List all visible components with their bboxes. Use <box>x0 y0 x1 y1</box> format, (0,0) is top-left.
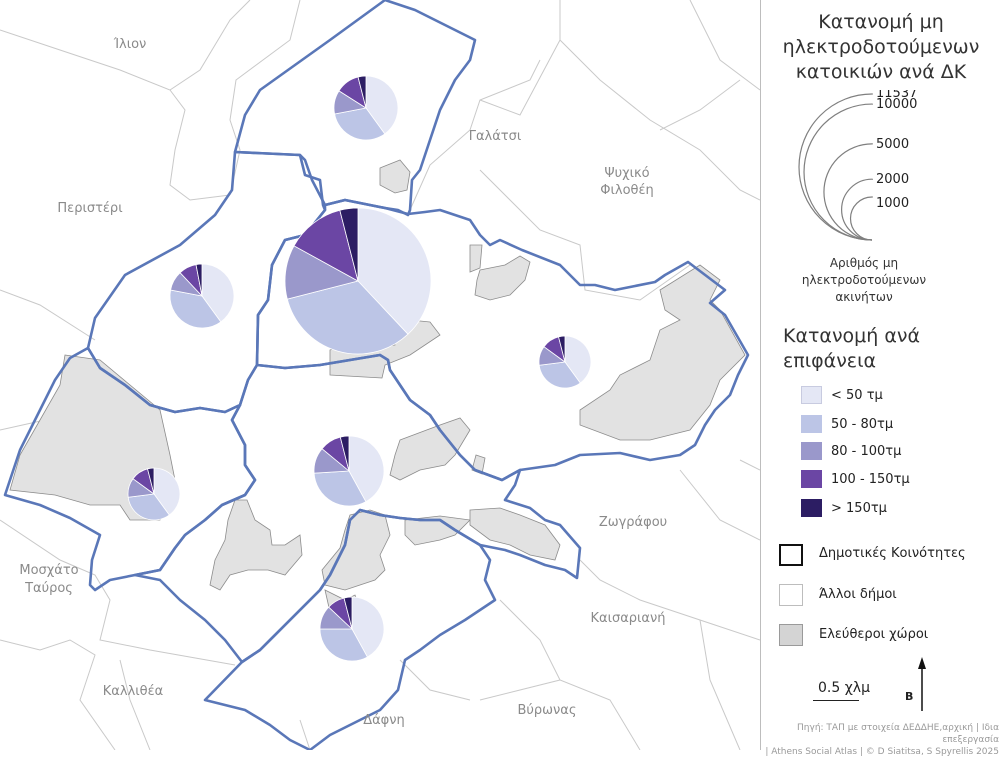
swatch-open-spaces <box>779 624 803 646</box>
area-title-line-2: επιφάνεια <box>783 350 877 372</box>
category-label-100-150: 100 - 150τμ <box>831 472 910 487</box>
pie-slice <box>538 361 581 389</box>
community-boundaries <box>3 0 750 750</box>
size-circle <box>841 178 873 241</box>
north-label: Β <box>905 690 914 703</box>
swatch-100-150 <box>801 470 822 488</box>
place-label: Γαλάτσι <box>469 129 522 144</box>
pie-east <box>538 335 592 389</box>
pie-slice <box>339 435 350 472</box>
size-circle <box>849 196 873 241</box>
size-circle <box>803 103 873 241</box>
pie-charts <box>127 75 592 662</box>
size-value-label: 2000 <box>876 172 909 187</box>
pie-slice <box>169 289 222 329</box>
source-line-2: | Athens Social Atlas | © D Siatitsa, S … <box>765 747 999 757</box>
pie-southwest <box>127 467 181 521</box>
pie-south <box>313 435 385 507</box>
pie-slice <box>147 467 155 495</box>
pie-north <box>333 75 399 141</box>
size-circle <box>823 143 873 241</box>
swatch-gt150 <box>801 499 822 517</box>
pie-slice <box>351 596 385 658</box>
size-caption-line-1: Αριθμός μη <box>829 256 899 270</box>
place-label: Περιστέρι <box>57 201 122 216</box>
pie-central <box>284 207 432 355</box>
place-label: Ίλιον <box>113 37 147 52</box>
size-circle <box>798 93 873 241</box>
place-label: Δάφνη <box>363 713 405 728</box>
place-labels: Ίλιον Γαλάτσι Ψυχικό Φιλοθέη Περιστέρι Ζωγράφ… <box>19 37 667 728</box>
place-label: Βύρωνας <box>517 703 576 718</box>
category-label-lt50: < 50 τμ <box>831 388 883 403</box>
map-canvas: Ίλιον Γαλάτσι Ψυχικό Φιλοθέη Περιστέρι Ζωγράφ… <box>0 0 760 750</box>
category-label-80-100: 80 - 100τμ <box>831 444 902 459</box>
pie-slice <box>365 75 399 135</box>
size-value-label: 11537 <box>876 90 917 101</box>
pie-slice <box>201 263 235 323</box>
pie-slice <box>293 209 359 282</box>
legend-title-line-3: κατοικιών ανά ΔΚ <box>795 61 967 83</box>
size-value-label: 10000 <box>876 97 917 112</box>
size-value-label: 5000 <box>876 137 909 152</box>
place-label: Ψυχικό <box>604 166 649 181</box>
pie-slice <box>319 628 368 662</box>
place-label: Καισαριανή <box>590 611 665 626</box>
pie-slice <box>127 493 170 521</box>
pie-dafni <box>319 596 385 662</box>
area-title-line-1: Κατανομή ανά <box>783 325 921 347</box>
pie-slice <box>334 107 386 141</box>
pie-slice <box>558 335 566 363</box>
boundary-label-open-spaces: Ελεύθεροι χώροι <box>819 627 929 642</box>
pie-slice <box>195 263 203 297</box>
north-arrow-icon <box>918 657 926 711</box>
swatch-50-80 <box>801 415 822 433</box>
scale-bar <box>813 700 859 701</box>
legend-title-line-2: ηλεκτροδοτούμενων <box>782 36 980 58</box>
legend-title-line-1: Κατανομή μη <box>818 11 944 33</box>
size-value-label: 1000 <box>876 196 909 211</box>
boundary-label-other-municipalities: Άλλοι δήμοι <box>819 587 897 602</box>
category-label-50-80: 50 - 80τμ <box>831 417 894 432</box>
swatch-lt50 <box>801 386 822 404</box>
size-caption-line-2: ηλεκτροδοτούμενων <box>801 273 927 287</box>
pie-slice <box>153 467 181 516</box>
place-label: Μοσχάτο <box>19 563 78 578</box>
place-label: Καλλιθέα <box>103 684 163 699</box>
place-label: Φιλοθέη <box>600 183 654 198</box>
scale-label: 0.5 χλμ <box>818 680 870 696</box>
swatch-communities <box>779 544 803 566</box>
source-note: Πηγή: ΤΑΠ με στοιχεία ΔΕΔΔΗΕ,αρχική | Ιδ… <box>761 722 999 758</box>
pie-slice <box>339 207 359 282</box>
boundary-label-communities: Δημοτικές Κοινότητες <box>819 546 966 561</box>
pie-slice <box>357 207 432 335</box>
other-municipality-boundaries <box>0 0 760 750</box>
pie-slice <box>348 435 385 503</box>
pie-slice <box>286 280 409 355</box>
size-caption-line-3: ακινήτων <box>835 290 893 304</box>
swatch-other-municipalities <box>779 584 803 606</box>
pie-slice <box>564 335 592 384</box>
legend-panel: Κατανομή μη ηλεκτροδοτούμενων κατοικιών … <box>760 0 1000 757</box>
pie-west <box>169 263 235 329</box>
pie-slice <box>313 470 367 507</box>
pie-slice <box>343 596 353 630</box>
place-label: Ταύρος <box>24 581 73 596</box>
source-line-1: Πηγή: ΤΑΠ με στοιχεία ΔΕΔΔΗΕ,αρχική | Ιδ… <box>797 723 999 745</box>
pie-slice <box>357 75 367 109</box>
place-label: Ζωγράφου <box>599 515 667 530</box>
swatch-80-100 <box>801 442 822 460</box>
category-label-gt150: > 150τμ <box>831 501 887 516</box>
